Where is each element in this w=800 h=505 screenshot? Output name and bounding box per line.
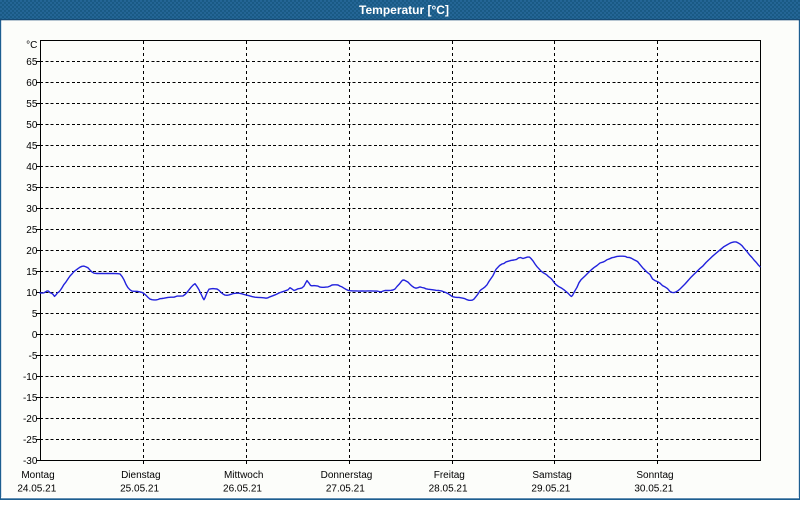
svg-text:24.05.21: 24.05.21 xyxy=(17,483,56,494)
svg-text:Montag: Montag xyxy=(21,470,54,481)
svg-text:-30: -30 xyxy=(23,456,38,467)
svg-text:Sonntag: Sonntag xyxy=(636,470,673,481)
svg-text:-20: -20 xyxy=(23,414,38,425)
svg-text:0: 0 xyxy=(32,330,38,341)
svg-text:55: 55 xyxy=(26,99,38,110)
svg-text:Temperatur [°C]: Temperatur [°C] xyxy=(359,3,449,17)
svg-text:30.05.21: 30.05.21 xyxy=(634,483,673,494)
svg-text:Dienstag: Dienstag xyxy=(121,470,160,481)
svg-text:29.05.21: 29.05.21 xyxy=(531,483,570,494)
svg-text:-25: -25 xyxy=(23,435,38,446)
svg-text:25.05.21: 25.05.21 xyxy=(120,483,159,494)
svg-text:Mittwoch: Mittwoch xyxy=(224,470,263,481)
svg-text:15: 15 xyxy=(26,267,38,278)
svg-text:50: 50 xyxy=(26,120,38,131)
svg-text:45: 45 xyxy=(26,141,38,152)
svg-text:25: 25 xyxy=(26,225,38,236)
svg-text:Donnerstag: Donnerstag xyxy=(321,470,373,481)
svg-text:60: 60 xyxy=(26,78,38,89)
svg-text:27.05.21: 27.05.21 xyxy=(326,483,365,494)
svg-text:5: 5 xyxy=(32,309,38,320)
svg-text:Freitag: Freitag xyxy=(434,470,465,481)
svg-text:35: 35 xyxy=(26,183,38,194)
svg-text:10: 10 xyxy=(26,288,38,299)
svg-text:Samstag: Samstag xyxy=(532,470,571,481)
svg-text:28.05.21: 28.05.21 xyxy=(429,483,468,494)
svg-text:40: 40 xyxy=(26,162,38,173)
svg-text:°C: °C xyxy=(26,40,37,51)
svg-text:-10: -10 xyxy=(23,372,38,383)
svg-text:20: 20 xyxy=(26,246,38,257)
svg-text:30: 30 xyxy=(26,204,38,215)
svg-text:26.05.21: 26.05.21 xyxy=(223,483,262,494)
svg-text:-15: -15 xyxy=(23,393,38,404)
svg-text:65: 65 xyxy=(26,57,38,68)
svg-text:-5: -5 xyxy=(28,351,37,362)
